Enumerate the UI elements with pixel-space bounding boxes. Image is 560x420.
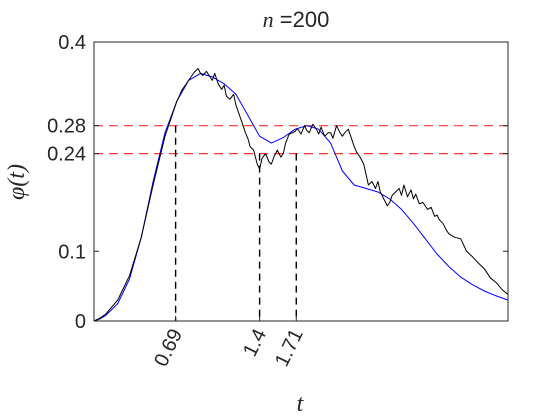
series-line-smooth [93,72,509,322]
series-line-empirical [93,68,509,322]
x-axis-label: t [297,391,305,417]
chart-title-rest: =200 [274,7,330,32]
y-tick-label-4: 0.4 [58,32,86,54]
y-tick-label-3: 0.28 [47,116,86,138]
y-axis-label: φ(t) [4,164,30,200]
plot-area [93,41,509,322]
chart-title-variable: n [263,7,274,32]
data-series [93,68,509,322]
y-tick-label-2: 0.24 [47,144,86,166]
reference-lines [94,125,508,321]
y-axis-ticks: 0 0.1 0.24 0.28 0.4 [47,32,508,333]
chart-title: n =200 [263,7,330,32]
y-tick-label-1: 0.1 [58,241,86,263]
y-tick-label-0: 0 [75,311,86,333]
